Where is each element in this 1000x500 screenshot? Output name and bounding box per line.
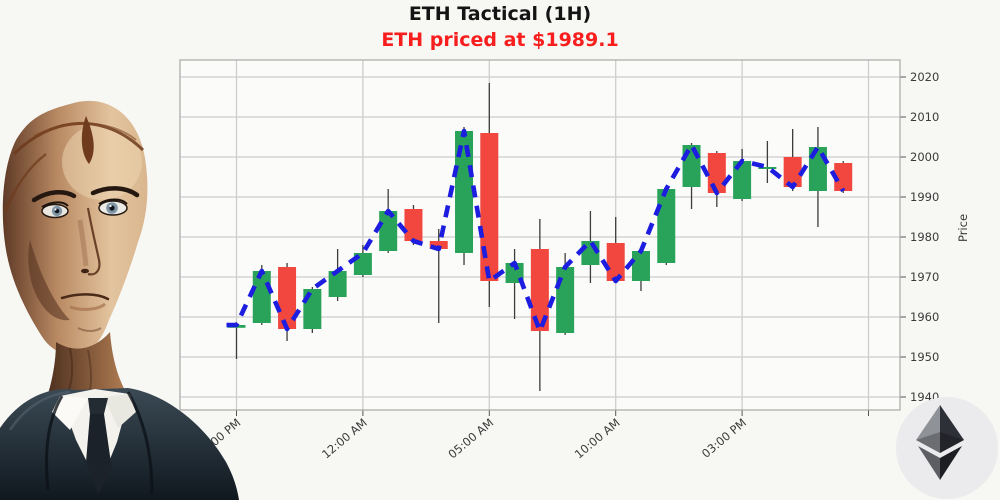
candle-down <box>429 241 448 249</box>
tie <box>86 414 112 494</box>
candle-down <box>834 163 853 191</box>
collar-right <box>104 394 136 428</box>
y-tick-label: 1980 <box>910 230 939 244</box>
candle-down <box>783 157 802 187</box>
y-tick-label: 1960 <box>910 310 939 324</box>
scalp-seam <box>81 116 94 164</box>
candle-up <box>682 145 701 187</box>
x-tick-label: 10:00 AM <box>572 416 623 462</box>
tie-knot <box>88 398 108 414</box>
x-tick-label: 03:00 PM <box>699 416 749 461</box>
candle-up <box>379 211 398 251</box>
candle-up <box>733 161 752 199</box>
candle-up <box>758 167 777 169</box>
candle-down <box>404 209 423 241</box>
candle-up <box>455 131 474 253</box>
chart-title: ETH Tactical (1H) <box>408 3 592 25</box>
y-tick-label: 1970 <box>910 270 939 284</box>
candle-down <box>278 267 297 329</box>
y-axis-title: Price <box>956 214 970 242</box>
candle-down <box>707 153 726 193</box>
x-tick-label: 12:00 AM <box>319 416 370 462</box>
y-tick-label: 2010 <box>910 110 939 124</box>
robot-eyes <box>41 198 128 219</box>
robot-head <box>2 100 148 356</box>
plot-border <box>179 59 901 411</box>
price-banner: ETH priced at $1989.1 <box>381 29 619 51</box>
candle-down <box>606 243 625 281</box>
collar-left <box>52 396 88 430</box>
eth-diamond-icon <box>916 405 964 480</box>
candle-down <box>530 249 549 331</box>
y-tick-label: 1990 <box>910 190 939 204</box>
robot-suit <box>0 388 239 500</box>
y-tick-label: 2020 <box>910 70 939 84</box>
candle-down <box>480 133 499 281</box>
y-tick-label: 1950 <box>910 350 939 364</box>
candle-up <box>252 271 271 323</box>
x-tick-label: 05:00 AM <box>445 416 496 462</box>
close-line <box>226 128 846 334</box>
candle-up <box>631 251 650 281</box>
robot-neck <box>44 332 126 406</box>
y-tick-label: 2000 <box>910 150 939 164</box>
candle-up <box>657 189 676 263</box>
ethereum-logo <box>896 397 998 499</box>
candle-up <box>328 271 347 297</box>
robot-mascot-image <box>0 100 239 500</box>
